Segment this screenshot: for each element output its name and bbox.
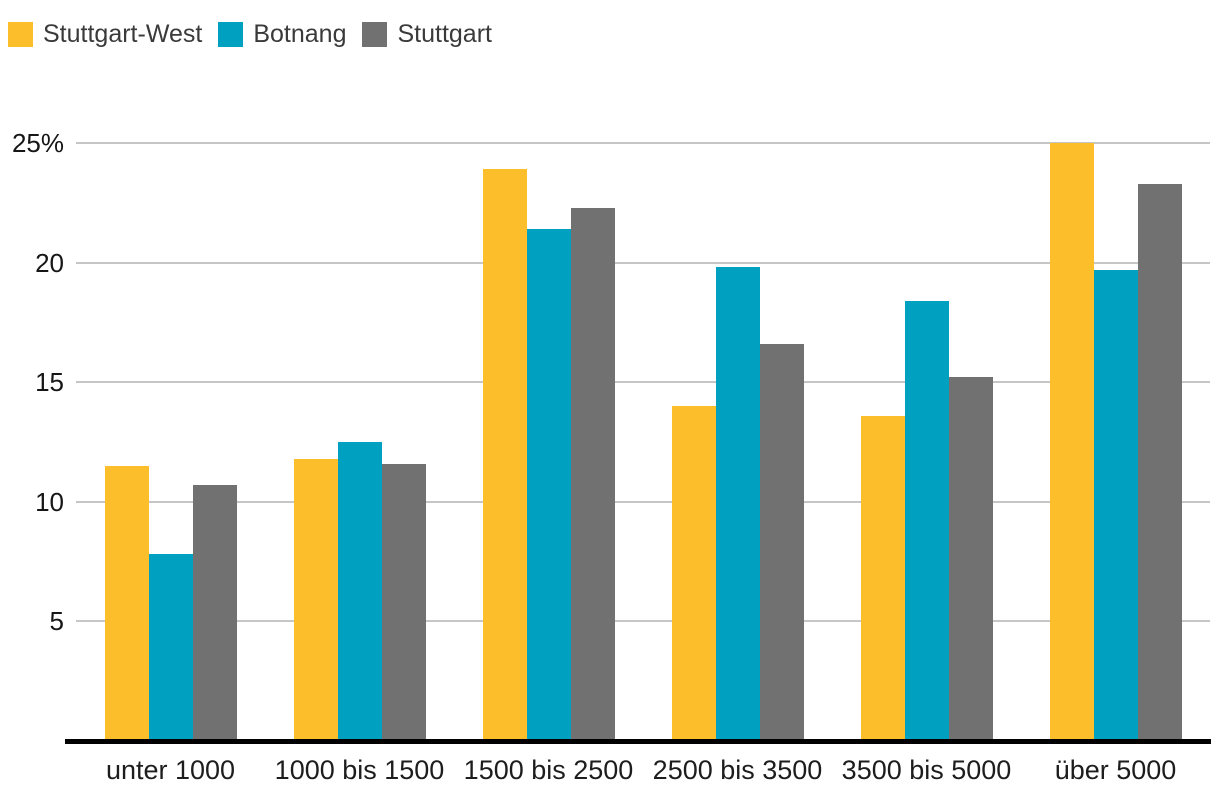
gridline-15 (76, 381, 1210, 384)
x-tick-label-5: über 5000 (1054, 755, 1177, 785)
legend: Stuttgart-West Botnang Stuttgart (8, 22, 492, 47)
y-tick-label-15: 15 (35, 367, 64, 398)
y-axis: 25% 20 15 10 5 (0, 130, 64, 741)
bar-stuttgart-west-group-4 (860, 415, 905, 741)
legend-label: Stuttgart (397, 20, 492, 48)
bar-botnang-group-1 (337, 442, 382, 741)
bar-stuttgart-west-group-0 (104, 465, 149, 741)
y-tick-label-25: 25% (11, 128, 64, 158)
bar-stuttgart-west-group-5 (1049, 143, 1094, 741)
bar-stuttgart-group-4 (948, 377, 993, 741)
x-tick-label-4: 3500 bis 5000 (841, 755, 1012, 785)
legend-item-0: Stuttgart-West (8, 22, 202, 47)
gridline-5 (76, 620, 1210, 623)
bar-botnang-group-3 (715, 267, 760, 741)
bar-botnang-group-2 (526, 229, 571, 741)
gridline-25 (76, 142, 1210, 144)
x-tick-label-1: 1000 bis 1500 (274, 755, 445, 785)
bar-stuttgart-group-1 (381, 463, 426, 741)
bar-stuttgart-west-group-3 (671, 406, 716, 741)
bar-botnang-group-5 (1093, 269, 1138, 741)
gridline-20 (76, 261, 1210, 264)
bar-stuttgart-group-3 (759, 343, 804, 741)
x-tick-label-2: 1500 bis 2500 (463, 755, 634, 785)
bar-stuttgart-group-2 (570, 207, 615, 741)
legend-swatch-icon (218, 22, 244, 47)
bar-botnang-group-0 (148, 554, 193, 741)
bar-botnang-group-4 (904, 300, 949, 741)
legend-swatch-icon (8, 22, 33, 47)
legend-item-2: Stuttgart (362, 22, 492, 47)
legend-item-1: Botnang (218, 22, 346, 47)
legend-swatch-icon (362, 22, 388, 47)
x-tick-label-3: 2500 bis 3500 (652, 755, 823, 785)
y-tick-label-10: 10 (35, 486, 64, 517)
bar-stuttgart-west-group-2 (482, 169, 527, 741)
bar-stuttgart-west-group-1 (293, 458, 338, 741)
y-tick-label-5: 5 (49, 606, 64, 637)
legend-label: Stuttgart-West (43, 20, 203, 48)
legend-label: Botnang (253, 20, 347, 48)
y-tick-label-20: 20 (35, 247, 64, 278)
x-axis: unter 1000 1000 bis 1500 1500 bis 2500 2500… (76, 757, 1210, 791)
bar-stuttgart-group-0 (192, 485, 237, 741)
x-tick-label-0: unter 1000 (105, 755, 236, 785)
x-axis-baseline (65, 739, 1211, 744)
plot-area (76, 142, 1210, 741)
gridline-10 (76, 500, 1210, 503)
bar-stuttgart-group-5 (1137, 183, 1182, 741)
